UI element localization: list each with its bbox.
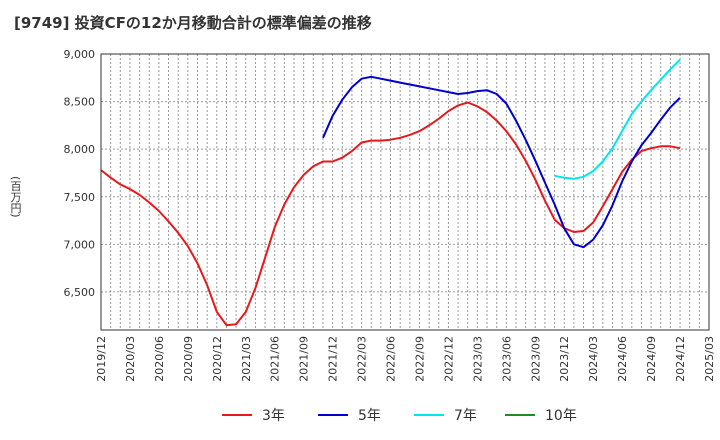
x-tick-label: 2021/06	[269, 336, 282, 382]
x-tick-label: 2022/09	[413, 336, 426, 382]
legend-item: 5年	[318, 402, 381, 428]
x-tick-label: 2024/09	[645, 336, 658, 382]
x-tick-label: 2024/03	[587, 336, 600, 382]
series-line-7年	[554, 58, 681, 180]
legend-swatch	[414, 414, 444, 416]
x-tick-label: 2020/09	[182, 336, 195, 382]
x-tick-label: 2021/12	[327, 336, 340, 382]
x-tick-label: 2020/06	[153, 336, 166, 382]
legend: 3年 5年 7年 10年	[0, 402, 720, 428]
x-tick-label: 2023/09	[529, 336, 542, 382]
y-tick-label: 7,000	[64, 238, 96, 251]
x-tick-label: 2019/12	[95, 336, 108, 382]
legend-label: 7年	[454, 408, 477, 424]
y-tick-label: 7,500	[64, 191, 96, 204]
plot-frame	[100, 53, 710, 331]
x-tick-label: 2021/03	[240, 336, 253, 382]
legend-label: 5年	[358, 408, 381, 424]
y-tick-label: 8,000	[64, 143, 96, 156]
x-tick-label: 2023/12	[558, 336, 571, 382]
x-tick-label: 2020/12	[211, 336, 224, 382]
legend-label: 10年	[545, 408, 577, 424]
chart-title: [9749] 投資CFの12か月移動合計の標準偏差の推移	[14, 14, 372, 32]
x-tick-label: 2023/06	[500, 336, 513, 382]
x-tick-label: 2023/03	[471, 336, 484, 382]
legend-swatch	[318, 414, 348, 416]
y-tick-label: 6,500	[64, 286, 96, 299]
x-tick-label: 2020/03	[124, 336, 137, 382]
series-line-5年	[322, 75, 681, 249]
legend-swatch	[505, 414, 535, 416]
y-tick-label: 8,500	[64, 96, 96, 109]
x-tick-label: 2022/06	[385, 336, 398, 382]
legend-item: 7年	[414, 402, 477, 428]
x-tick-label: 2021/09	[298, 336, 311, 382]
x-tick-label: 2022/03	[356, 336, 369, 382]
y-tick-label: 9,000	[64, 48, 96, 61]
series-line-3年	[100, 101, 681, 327]
x-tick-label: 2022/12	[442, 336, 455, 382]
legend-item: 10年	[505, 402, 577, 428]
x-tick-label: 2024/06	[616, 336, 629, 382]
legend-swatch	[222, 414, 252, 416]
legend-label: 3年	[262, 408, 285, 424]
x-tick-label: 2024/12	[674, 336, 687, 382]
x-tick-label: 2025/03	[703, 336, 716, 382]
legend-item: 3年	[222, 402, 285, 428]
y-axis-label: (百万円)	[9, 176, 22, 218]
